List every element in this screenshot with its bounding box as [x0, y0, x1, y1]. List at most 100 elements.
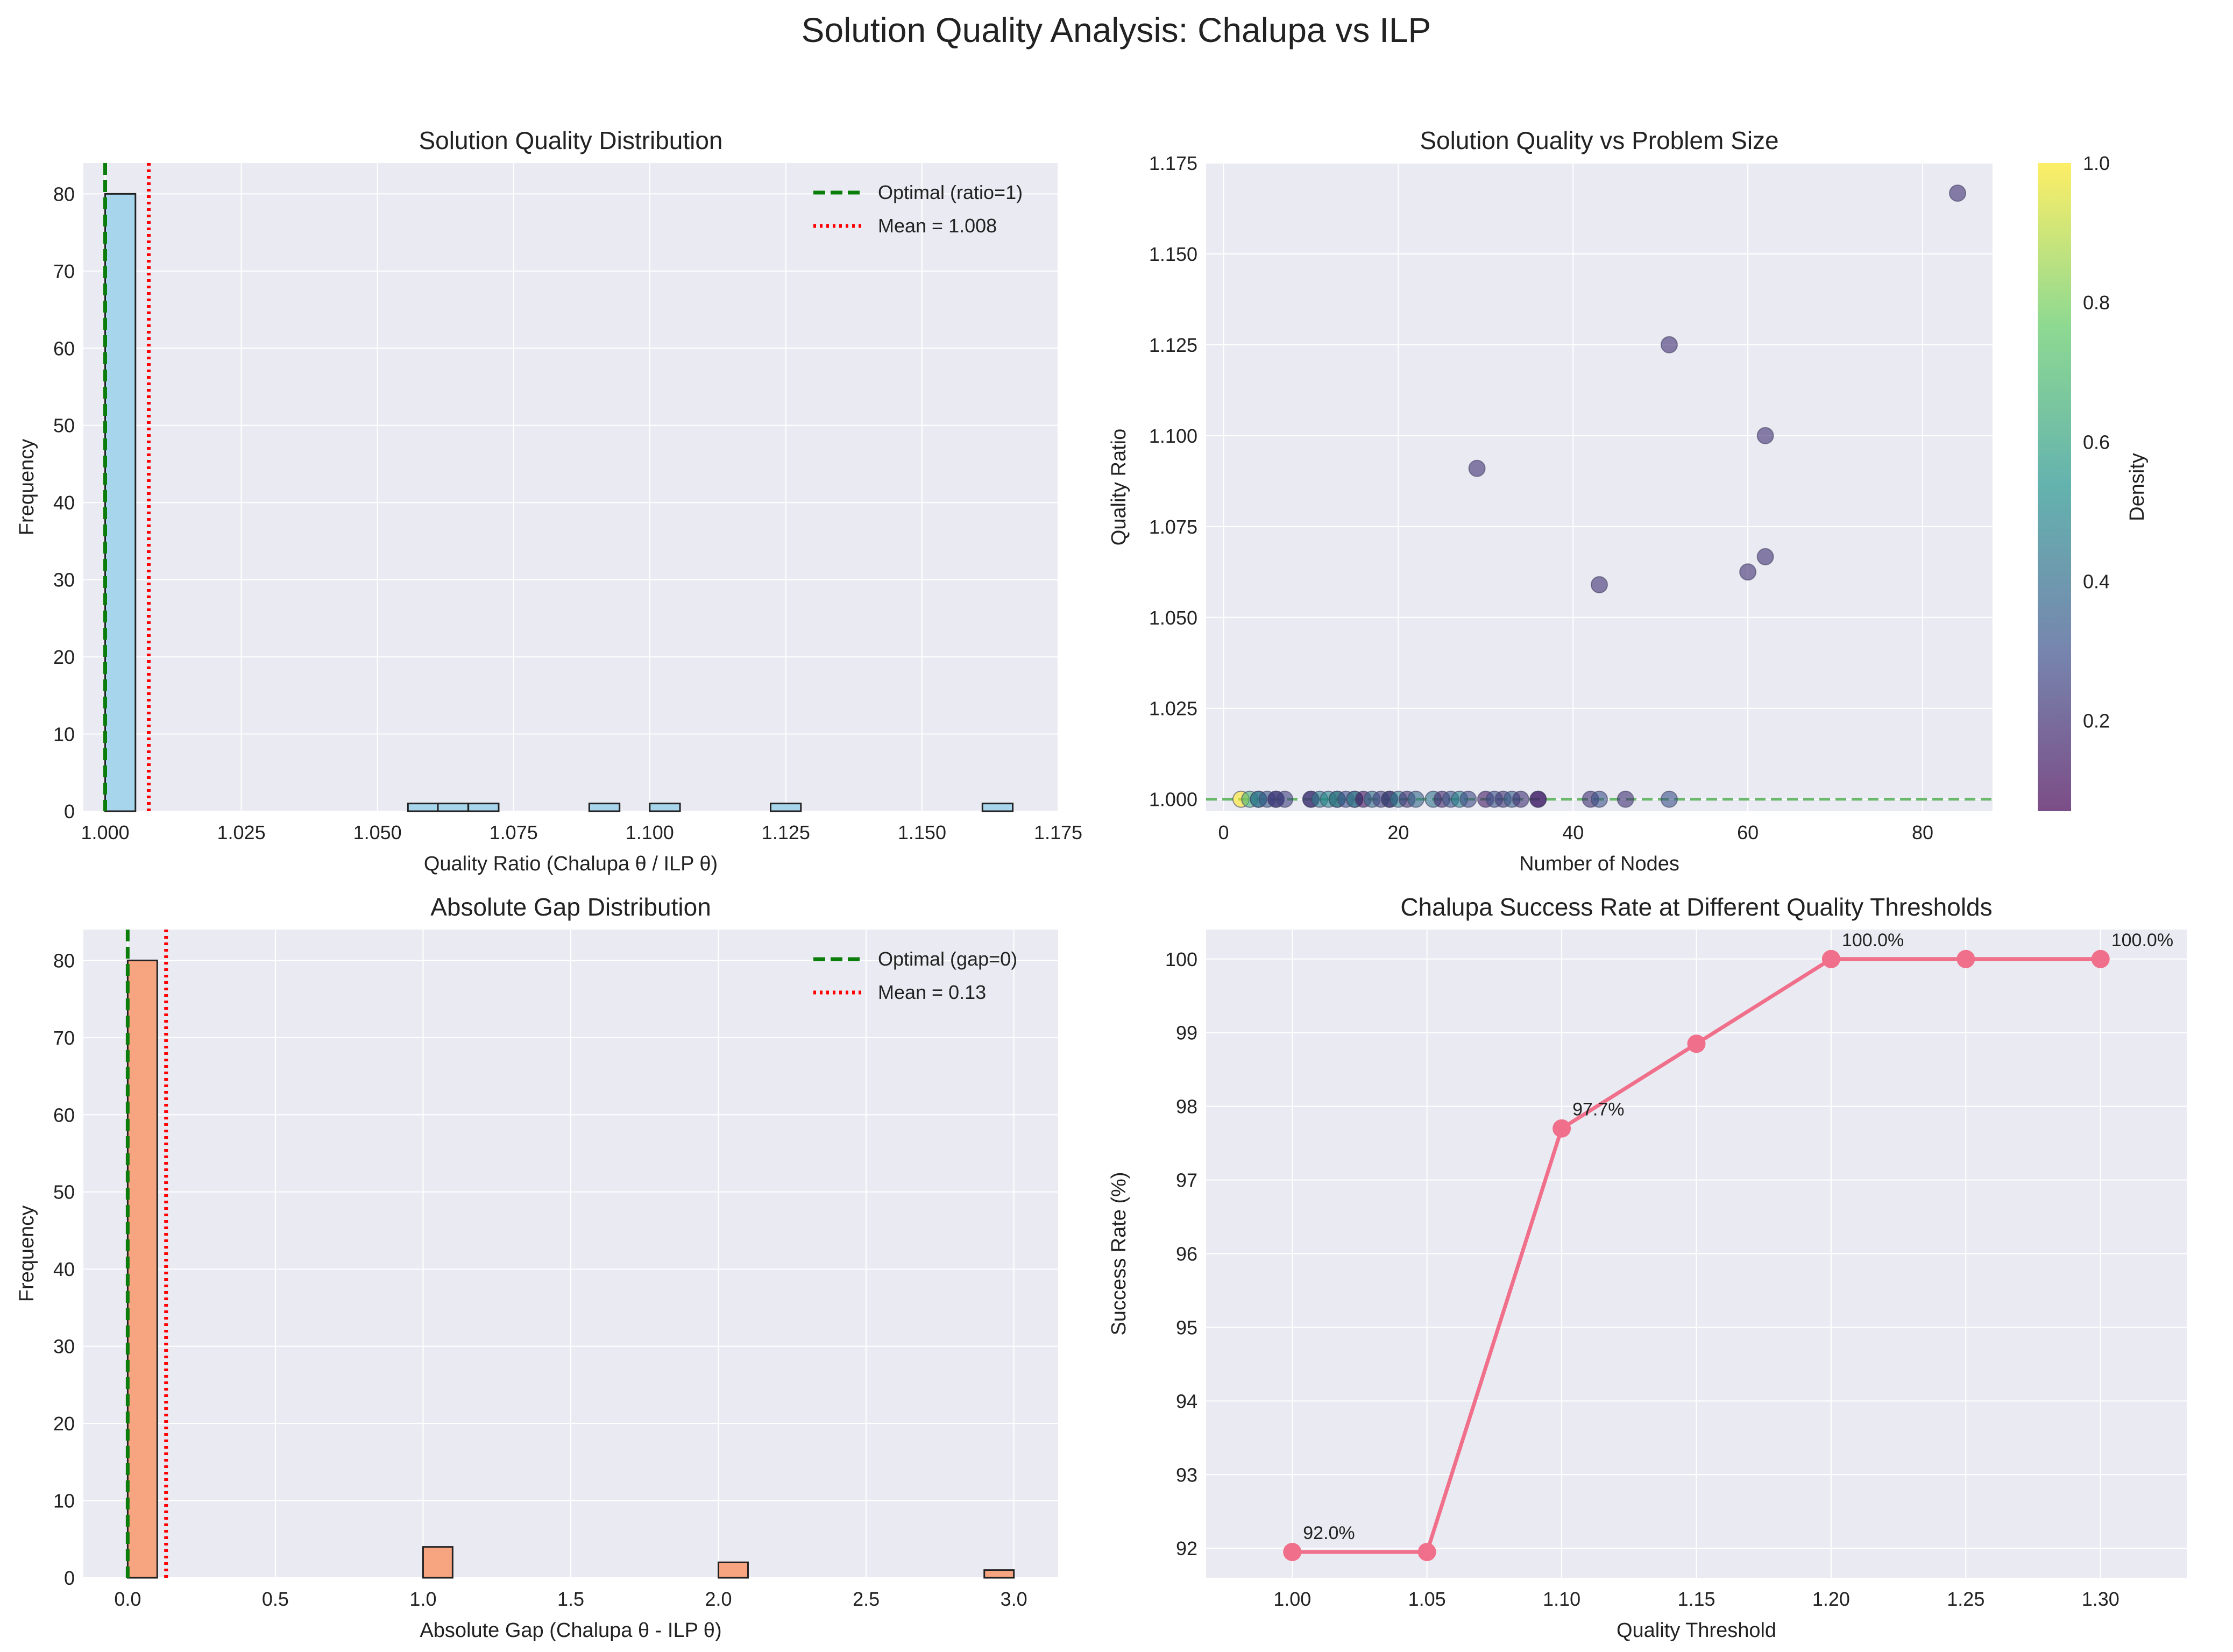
histogram-bar	[104, 193, 137, 812]
y-tick-label: 10	[53, 724, 75, 746]
y-tick-label: 93	[1176, 1464, 1197, 1486]
x-tick-label: 1.000	[81, 821, 129, 843]
y-tick-label: 40	[53, 1258, 75, 1280]
y-tick-label: 1.150	[1149, 243, 1197, 265]
scatter-point	[1739, 563, 1757, 581]
data-label: 92.0%	[1303, 1523, 1355, 1543]
y-tick-label: 50	[53, 1181, 75, 1203]
y-tick-label: 1.075	[1149, 516, 1197, 538]
scatter-point	[1512, 790, 1529, 808]
data-label: 97.7%	[1572, 1100, 1624, 1120]
y-tick-label: 1.175	[1149, 152, 1197, 174]
colorbar-tick-label: 0.6	[2083, 431, 2110, 453]
y-axis-label: Quality Ratio	[1108, 429, 1130, 546]
y-tick-label: 97	[1176, 1169, 1197, 1192]
panel-title: Absolute Gap Distribution	[430, 893, 711, 921]
scatter-point	[1459, 790, 1477, 808]
legend-label: Optimal (gap=0)	[878, 948, 1017, 970]
y-tick-label: 40	[53, 492, 75, 514]
scatter-point	[1617, 790, 1634, 808]
scatter-point	[1660, 790, 1678, 808]
scatter-point	[1591, 576, 1608, 593]
y-tick-label: 70	[53, 260, 75, 282]
y-tick-label: 70	[53, 1027, 75, 1049]
figure-title: Solution Quality Analysis: Chalupa vs IL…	[802, 11, 1431, 49]
y-tick-label: 1.025	[1149, 698, 1197, 720]
y-tick-label: 1.125	[1149, 334, 1197, 356]
colorbar-label: Density	[2126, 453, 2149, 521]
scatter-point	[1949, 185, 1967, 202]
x-tick-label: 1.0	[409, 1588, 436, 1610]
x-axis-label: Quality Ratio (Chalupa θ / ILP θ)	[424, 853, 718, 875]
histogram-bar	[770, 803, 802, 812]
y-tick-label: 20	[53, 646, 75, 668]
x-tick-label: 1.15	[1677, 1588, 1715, 1610]
x-tick-label: 1.10	[1543, 1588, 1580, 1610]
colorbar-tick-label: 1.0	[2083, 152, 2110, 174]
x-tick-label: 2.0	[705, 1588, 732, 1610]
scatter-point	[1529, 790, 1547, 808]
y-tick-label: 100	[1165, 948, 1197, 970]
x-tick-label: 1.30	[2082, 1588, 2119, 1610]
y-axis-label: Frequency	[16, 1206, 38, 1302]
y-tick-label: 80	[53, 949, 75, 972]
colorbar-tick-label: 0.4	[2083, 570, 2110, 592]
x-tick-label: 1.125	[762, 821, 810, 843]
chart-panels: 1.000 1.025 1.050 1.075 1.100 1.125 1.150 1.175…	[16, 126, 2187, 1642]
y-axis-label: Frequency	[16, 439, 38, 536]
x-axis-label: Absolute Gap (Chalupa θ - ILP θ)	[420, 1619, 721, 1642]
legend-label: Mean = 0.13	[878, 981, 986, 1003]
colorbar-tick-label: 0.2	[2083, 710, 2110, 732]
histogram-bar	[983, 1569, 1015, 1579]
data-label: 100.0%	[1842, 930, 1904, 951]
y-tick-label: 60	[53, 337, 75, 359]
y-axis-label: Success Rate (%)	[1108, 1172, 1130, 1335]
histogram-bar	[437, 803, 469, 812]
panel-gap-hist: 0.0 0.5 1.0 1.5 2.0 2.5 3.0 0 10 20 30 40 50 60 70 80 Ab…	[16, 893, 1058, 1642]
histogram-bar	[407, 803, 439, 812]
x-tick-label: 1.150	[898, 821, 946, 843]
x-tick-label: 1.175	[1034, 821, 1082, 843]
success-rate-marker	[1821, 949, 1840, 968]
scatter-point	[1468, 459, 1486, 477]
success-rate-marker	[1417, 1543, 1436, 1562]
y-tick-label: 95	[1176, 1316, 1197, 1338]
y-tick-label: 50	[53, 415, 75, 437]
histogram-bar	[467, 803, 500, 812]
x-tick-label: 40	[1562, 821, 1584, 843]
x-tick-label: 1.05	[1408, 1588, 1446, 1610]
panel-title: Chalupa Success Rate at Different Qualit…	[1400, 893, 1992, 921]
x-axis-label: Number of Nodes	[1519, 853, 1679, 875]
y-tick-label: 98	[1176, 1096, 1197, 1118]
success-rate-marker	[2091, 949, 2110, 968]
scatter-point	[1756, 548, 1774, 565]
x-tick-label: 1.20	[1812, 1588, 1850, 1610]
x-tick-label: 0	[1218, 821, 1229, 843]
scatter-point	[1407, 790, 1424, 808]
scatter-point	[1756, 427, 1774, 444]
y-tick-label: 80	[53, 183, 75, 205]
scatter-point	[1660, 336, 1678, 353]
legend-label: Mean = 1.008	[878, 215, 997, 237]
x-axis-label: Quality Threshold	[1617, 1619, 1776, 1642]
y-tick-label: 94	[1176, 1390, 1197, 1412]
y-tick-label: 10	[53, 1490, 75, 1512]
panel-quality-vs-size: 0 20 40 60 80 1.000 1.025 1.050 1.075 1.100 1.125 1…	[1108, 126, 2149, 875]
histogram-bar	[422, 1546, 453, 1579]
panel-title: Solution Quality Distribution	[419, 126, 722, 154]
y-tick-label: 0	[64, 1567, 75, 1589]
y-tick-label: 20	[53, 1413, 75, 1435]
legend: Optimal (gap=0) Mean = 0.13	[813, 948, 1017, 1003]
y-tick-label: 92	[1176, 1537, 1197, 1559]
legend: Optimal (ratio=1) Mean = 1.008	[813, 181, 1023, 237]
success-rate-marker	[1283, 1543, 1302, 1562]
histogram-bar	[718, 1561, 749, 1579]
x-tick-label: 1.075	[490, 821, 538, 843]
panel-quality-hist: 1.000 1.025 1.050 1.075 1.100 1.125 1.150 1.175…	[16, 126, 1082, 875]
plot-background	[83, 163, 1058, 811]
panel-success-rate: 1.00 1.05 1.10 1.15 1.20 1.25 1.30 92 93 94 95 96 97…	[1108, 893, 2187, 1642]
histogram-bar	[588, 803, 621, 812]
y-tick-label: 30	[53, 569, 75, 591]
success-rate-marker	[1553, 1119, 1571, 1138]
